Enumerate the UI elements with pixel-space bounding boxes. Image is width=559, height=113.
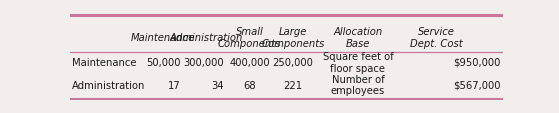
Text: 17: 17: [168, 80, 181, 90]
Text: 400,000: 400,000: [229, 57, 270, 67]
Text: Number of
employees: Number of employees: [331, 74, 385, 96]
Text: Maintenance: Maintenance: [131, 33, 195, 43]
Text: 300,000: 300,000: [183, 57, 224, 67]
Text: Administration: Administration: [72, 80, 145, 90]
Text: Administration: Administration: [169, 33, 243, 43]
Text: 50,000: 50,000: [146, 57, 181, 67]
Text: 68: 68: [243, 80, 256, 90]
Text: Square feet of
floor space: Square feet of floor space: [323, 52, 394, 73]
Text: $567,000: $567,000: [453, 80, 501, 90]
Text: Service
Dept. Cost: Service Dept. Cost: [410, 27, 462, 49]
Text: 250,000: 250,000: [273, 57, 314, 67]
Text: 221: 221: [283, 80, 302, 90]
Text: Small
Components: Small Components: [218, 27, 281, 49]
Text: 34: 34: [211, 80, 224, 90]
Text: $950,000: $950,000: [453, 57, 501, 67]
Text: Allocation
Base: Allocation Base: [333, 27, 382, 49]
Text: Large
Components: Large Components: [261, 27, 325, 49]
Text: Maintenance: Maintenance: [72, 57, 136, 67]
